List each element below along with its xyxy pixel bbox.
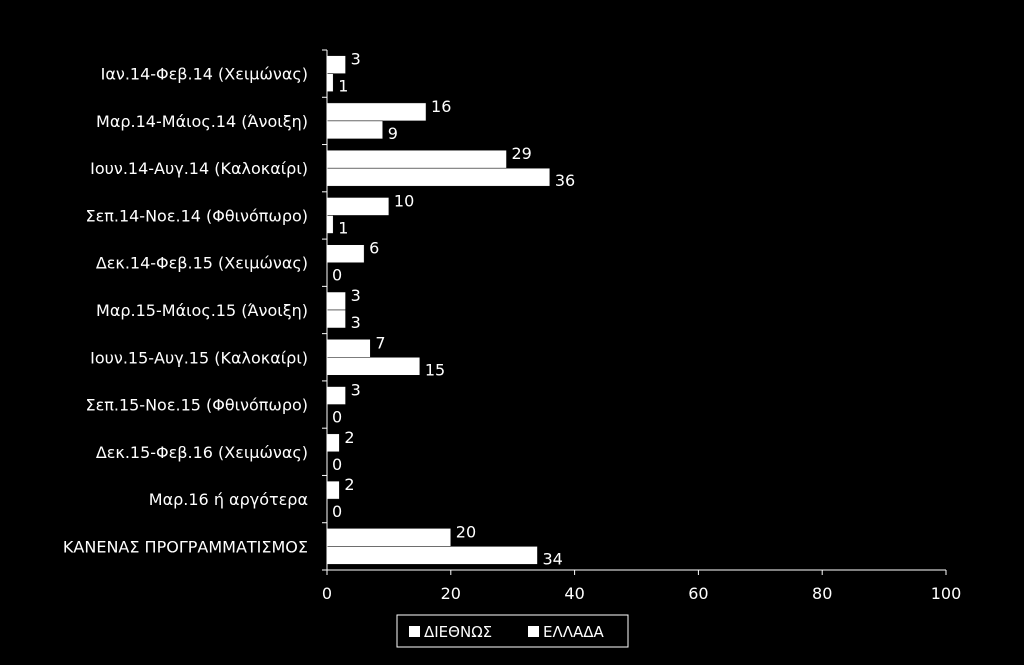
legend-label: ΕΛΛΑΔΑ bbox=[543, 623, 605, 641]
data-label: 9 bbox=[388, 124, 398, 143]
category-label: Σεπ.14-Νοε.14 (Φθινόπωρο) bbox=[85, 206, 308, 225]
bar-diethnos bbox=[326, 55, 346, 74]
bar-diethnos bbox=[326, 480, 340, 500]
x-tick-label: 20 bbox=[441, 584, 461, 603]
x-tick-label: 0 bbox=[322, 584, 332, 603]
bar-ellada bbox=[326, 357, 421, 376]
category-label: Δεκ.15-Φεβ.16 (Χειμώνας) bbox=[96, 443, 308, 462]
data-label: 0 bbox=[332, 408, 342, 427]
legend-swatch bbox=[409, 626, 420, 637]
category-label: Ιαν.14-Φεβ.14 (Χειμώνας) bbox=[101, 65, 308, 84]
bar-diethnos bbox=[326, 528, 452, 547]
bar-ellada bbox=[326, 73, 334, 92]
bar-ellada bbox=[326, 167, 551, 187]
category-label: Σεπ.15-Νοε.15 (Φθινόπωρο) bbox=[85, 396, 308, 415]
data-label: 3 bbox=[351, 313, 361, 332]
category-label: Ιουν.15-Αυγ.15 (Καλοκαίρι) bbox=[90, 348, 308, 367]
category-label: Ιουν.14-Αυγ.14 (Καλοκαίρι) bbox=[90, 159, 308, 178]
data-label: 2 bbox=[344, 475, 354, 494]
bar-ellada bbox=[326, 215, 334, 234]
data-label: 3 bbox=[351, 286, 361, 305]
data-label: 2 bbox=[344, 428, 354, 447]
data-label: 10 bbox=[394, 191, 414, 210]
bar-diethnos bbox=[326, 433, 340, 453]
data-label: 6 bbox=[369, 239, 379, 258]
x-tick-label: 60 bbox=[688, 584, 708, 603]
data-label: 15 bbox=[425, 360, 445, 379]
category-label: Μαρ.14-Μάιος.14 (Άνοιξη) bbox=[96, 112, 308, 131]
legend-swatch bbox=[528, 626, 539, 637]
bar-diethnos bbox=[326, 291, 346, 311]
data-label: 34 bbox=[542, 549, 562, 568]
x-tick-label: 100 bbox=[931, 584, 962, 603]
data-label: 3 bbox=[351, 50, 361, 69]
data-label: 0 bbox=[332, 455, 342, 474]
bar-diethnos bbox=[326, 244, 365, 263]
data-label: 7 bbox=[375, 333, 385, 352]
category-label: Μαρ.16 ή αργότερα bbox=[149, 490, 308, 509]
data-label: 16 bbox=[431, 97, 451, 116]
bar-ellada bbox=[326, 546, 538, 565]
bar-ellada bbox=[326, 120, 383, 140]
bar-diethnos bbox=[326, 149, 507, 169]
data-label: 3 bbox=[351, 381, 361, 400]
bar-diethnos bbox=[326, 386, 346, 405]
bar-diethnos bbox=[326, 339, 371, 358]
legend-label: ΔΙΕΘΝΩΣ bbox=[424, 623, 492, 641]
data-label: 0 bbox=[332, 502, 342, 521]
data-label: 1 bbox=[338, 218, 348, 237]
data-label: 0 bbox=[332, 266, 342, 285]
category-label: ΚΑΝΕΝΑΣ ΠΡΟΓΡΑΜΜΑΤΙΣΜΟΣ bbox=[63, 537, 308, 556]
data-label: 20 bbox=[456, 522, 476, 541]
data-label: 29 bbox=[512, 144, 532, 163]
bar-ellada bbox=[326, 309, 346, 329]
data-label: 1 bbox=[338, 77, 348, 96]
category-label: Μαρ.15-Μάιος.15 (Άνοιξη) bbox=[96, 301, 308, 320]
category-label: Δεκ.14-Φεβ.15 (Χειμώνας) bbox=[96, 254, 308, 273]
bar-diethnos bbox=[326, 197, 390, 216]
legend-box bbox=[396, 614, 629, 648]
data-label: 36 bbox=[555, 171, 575, 190]
bar-diethnos bbox=[326, 102, 427, 122]
x-tick-label: 40 bbox=[564, 584, 584, 603]
x-tick-label: 80 bbox=[812, 584, 832, 603]
